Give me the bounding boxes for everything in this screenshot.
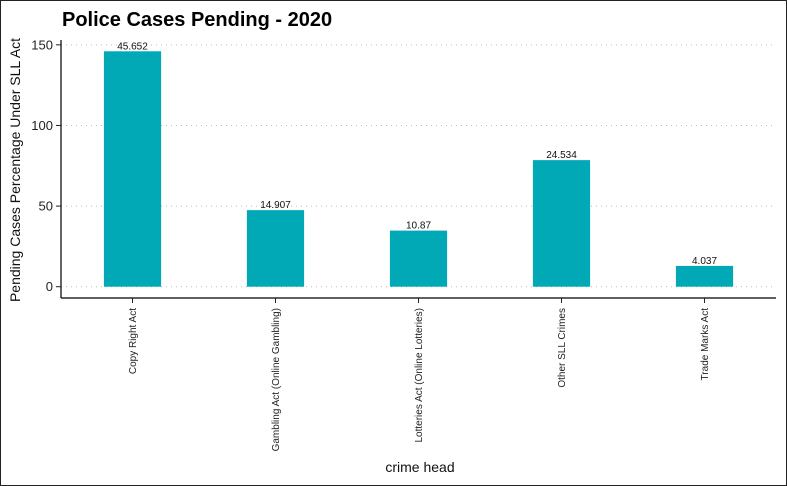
bar-2	[389, 230, 448, 287]
y-tick-label-2: 100	[31, 118, 53, 133]
x-tick-label-0: Copy Right Act	[128, 308, 139, 374]
y-tick-label-1: 50	[39, 199, 53, 214]
bar-4	[675, 265, 734, 287]
data-labels: 45.652 14.907 10.87 24.534 4.037	[117, 41, 717, 267]
y-axis-title: Pending Cases Percentage Under SLL Act	[7, 38, 23, 302]
data-label-3: 24.534	[546, 150, 577, 161]
data-label-1: 14.907	[260, 200, 291, 211]
data-label-4: 4.037	[692, 256, 717, 267]
x-axis-title: crime head	[385, 459, 454, 475]
y-ticks: 0 50 100 150	[31, 37, 61, 294]
bar-1	[246, 210, 305, 287]
data-label-2: 10.87	[406, 221, 431, 232]
bars	[103, 51, 734, 287]
x-tick-label-3: Other SLL Crimes	[557, 308, 568, 388]
bar-0	[103, 51, 162, 287]
y-tick-label-3: 150	[31, 37, 53, 52]
x-tick-label-2: Lotteries Act (Online Lotteries)	[414, 308, 425, 443]
bar-3	[532, 160, 591, 287]
x-tick-label-4: Trade Marks Act	[700, 308, 711, 381]
data-label-0: 45.652	[117, 41, 148, 52]
chart-title: Police Cases Pending - 2020	[62, 9, 332, 31]
x-tick-label-1: Gambling Act (Online Gambling)	[271, 308, 282, 451]
gridlines	[61, 44, 776, 288]
x-ticks: Copy Right Act Gambling Act (Online Gambl…	[128, 298, 711, 451]
y-tick-label-0: 0	[46, 279, 53, 294]
